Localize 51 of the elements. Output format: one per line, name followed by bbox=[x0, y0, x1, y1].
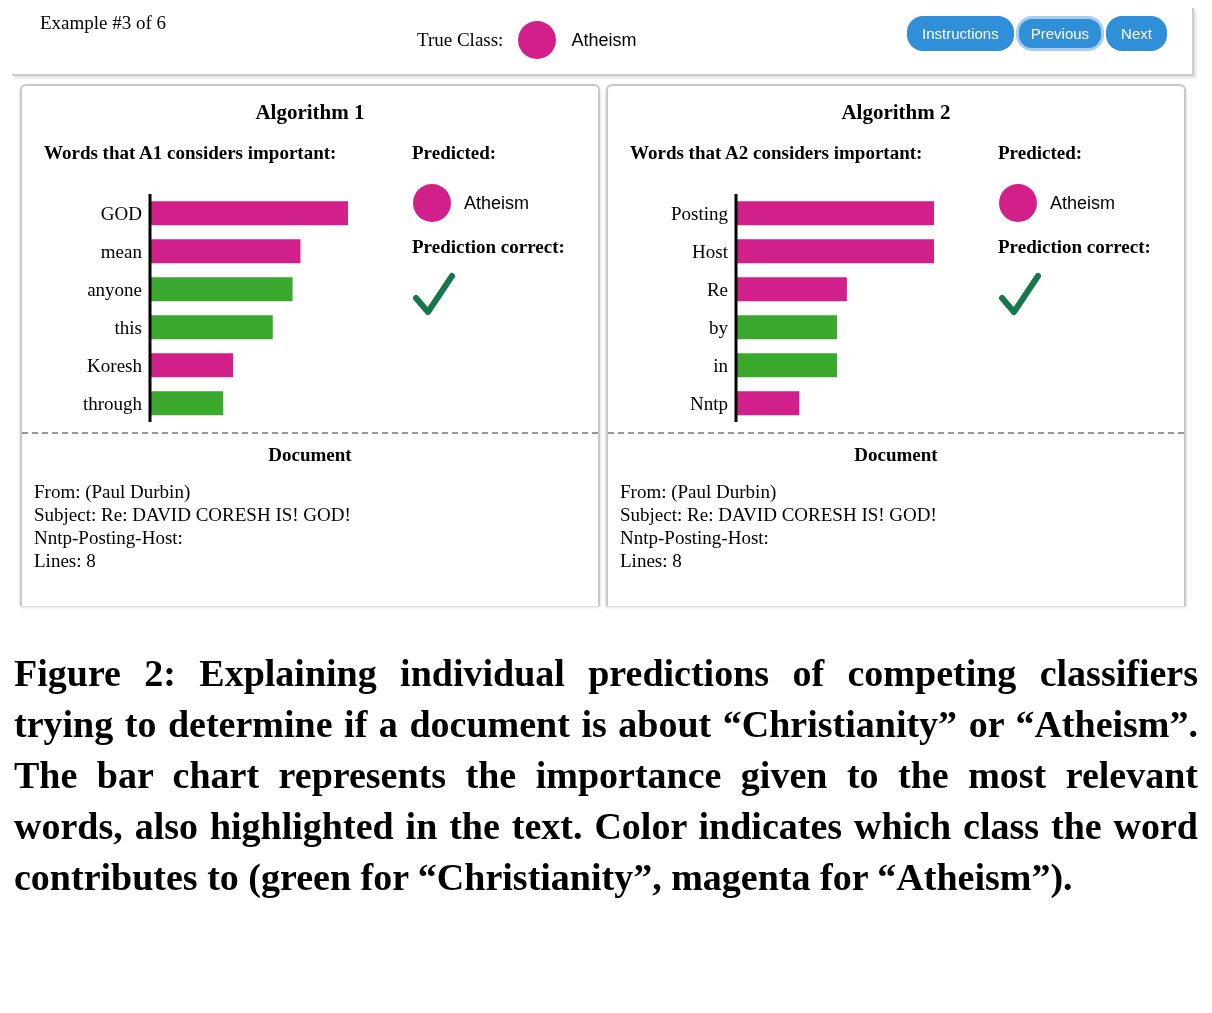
bar bbox=[150, 201, 348, 226]
chart-title: Algorithm 2 bbox=[840, 100, 952, 125]
bar bbox=[736, 315, 837, 340]
text: True Class: bbox=[417, 29, 504, 51]
y-tick-label: Re bbox=[706, 278, 728, 300]
bar bbox=[736, 277, 847, 302]
text: Document bbox=[853, 444, 939, 466]
y-tick-label: Host bbox=[692, 240, 729, 262]
text: Nntp-Posting-Host: bbox=[620, 526, 770, 549]
text: Atheism bbox=[571, 29, 637, 51]
text: Lines: 8 bbox=[620, 549, 683, 572]
text: From: (Paul Durbin) bbox=[620, 480, 778, 503]
text: Predicted: bbox=[412, 142, 497, 164]
text: Document bbox=[267, 444, 353, 466]
bar bbox=[736, 353, 837, 378]
y-tick-label: Posting bbox=[670, 202, 729, 224]
bar bbox=[150, 239, 301, 264]
text: Subject: Re: DAVID CORESH IS! GOD! bbox=[34, 503, 351, 526]
text: Example #3 of 6 bbox=[40, 12, 167, 34]
y-tick-label: by bbox=[709, 316, 729, 338]
bar bbox=[736, 391, 800, 416]
text: Prediction correct: bbox=[998, 236, 1151, 258]
text: Previous bbox=[1015, 16, 1105, 51]
y-tick-label: Nntp bbox=[690, 392, 728, 414]
y-tick-label: through bbox=[82, 392, 143, 414]
text: Prediction correct: bbox=[412, 236, 565, 258]
text: Instructions bbox=[907, 16, 1014, 51]
text: Lines: 8 bbox=[34, 549, 97, 572]
bar bbox=[150, 353, 234, 378]
chart-subtitle: Words that A2 considers important: bbox=[630, 142, 923, 164]
text: Nntp-Posting-Host: bbox=[34, 526, 184, 549]
bar bbox=[150, 277, 293, 302]
y-tick-label: mean bbox=[100, 240, 143, 262]
bar bbox=[150, 391, 224, 416]
y-tick-label: this bbox=[114, 316, 142, 338]
y-tick-label: Koresh bbox=[87, 354, 143, 376]
bar bbox=[150, 315, 273, 340]
text: Predicted: bbox=[998, 142, 1083, 164]
chart-subtitle: Words that A1 considers important: bbox=[44, 142, 337, 164]
bar bbox=[736, 239, 934, 264]
text: From: (Paul Durbin) bbox=[34, 480, 192, 503]
text: Subject: Re: DAVID CORESH IS! GOD! bbox=[620, 503, 937, 526]
y-tick-label: anyone bbox=[87, 278, 142, 300]
y-tick-label: GOD bbox=[100, 202, 142, 224]
y-tick-label: in bbox=[713, 354, 729, 376]
bar bbox=[736, 201, 934, 226]
text: Next bbox=[1106, 16, 1167, 51]
text: Atheism bbox=[464, 192, 530, 214]
text: Atheism bbox=[1050, 192, 1116, 214]
caption: Figure 2: Explaining individual predictions of competing classifiers trying to determine if a document is about “Christianity” or “Atheism”. The bar chart represents the importance given to the most relevant words, also highlighted in the text. Color indicates which class the word contributes to (green for “Christianity”, magenta for “Atheism”). bbox=[14, 651, 1198, 900]
chart-title: Algorithm 1 bbox=[254, 100, 366, 125]
